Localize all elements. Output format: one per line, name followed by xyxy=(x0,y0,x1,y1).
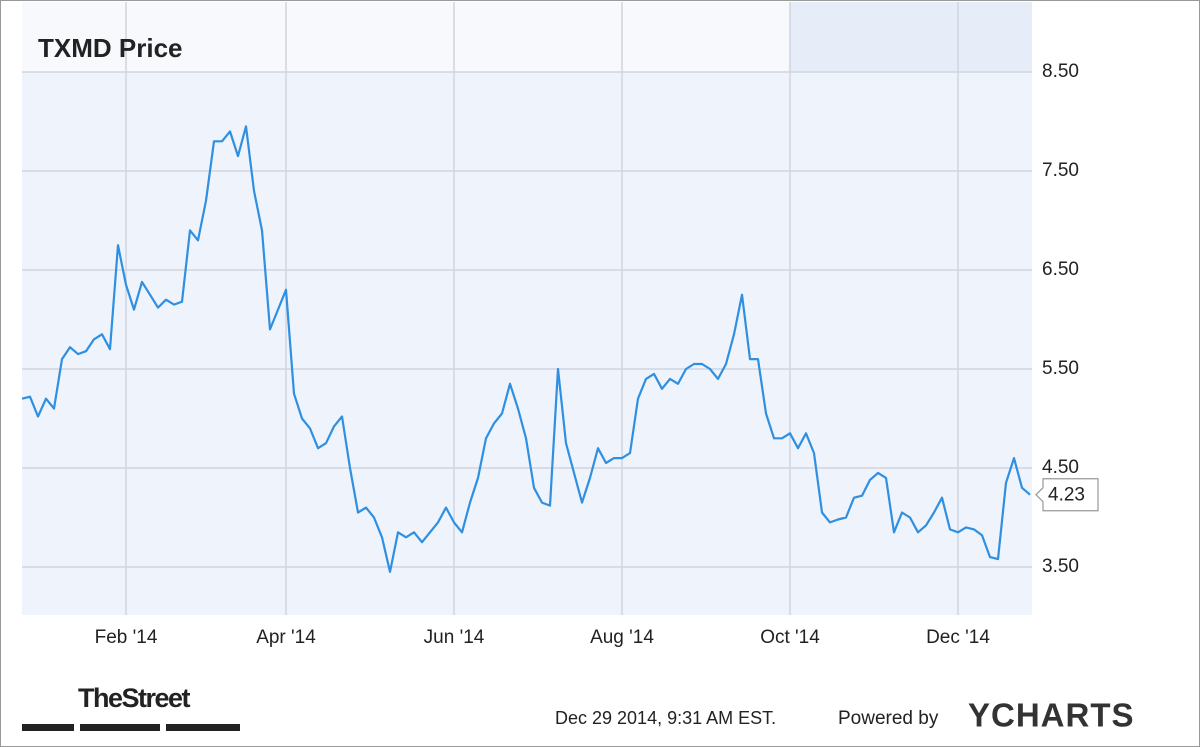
y-tick-label: 8.50 xyxy=(1042,61,1079,82)
logo-bar xyxy=(166,724,240,731)
logo-bar xyxy=(80,724,160,731)
y-tick-label: 6.50 xyxy=(1042,259,1079,280)
x-tick-label: Apr '14 xyxy=(256,627,316,648)
value-label: 4.23 xyxy=(1048,485,1085,506)
title-band-shade xyxy=(790,2,1032,72)
publisher-logo: TheStreet xyxy=(78,683,191,713)
plot-area xyxy=(22,2,1032,615)
powered-by: Powered by xyxy=(838,708,939,729)
x-tick-label: Oct '14 xyxy=(760,627,820,648)
y-tick-label: 7.50 xyxy=(1042,160,1079,181)
provider-logo: YCHARTS xyxy=(968,697,1135,734)
marks: 4.23 xyxy=(21,125,1099,573)
grid xyxy=(22,2,1032,615)
logo-bar xyxy=(22,724,74,731)
value-callout xyxy=(1035,478,1099,512)
title-band xyxy=(22,2,790,72)
price-line xyxy=(21,125,1031,573)
x-tick-label: Jun '14 xyxy=(424,627,485,648)
y-tick-label: 3.50 xyxy=(1042,556,1079,577)
y-tick-label: 4.50 xyxy=(1042,457,1079,478)
x-tick-label: Aug '14 xyxy=(590,627,654,648)
x-tick-label: Dec '14 xyxy=(926,627,990,648)
x-tick-label: Feb '14 xyxy=(95,627,158,648)
timestamp: Dec 29 2014, 9:31 AM EST. xyxy=(555,708,776,728)
chart-title: TXMD Price xyxy=(38,33,183,63)
y-tick-label: 5.50 xyxy=(1042,358,1079,379)
